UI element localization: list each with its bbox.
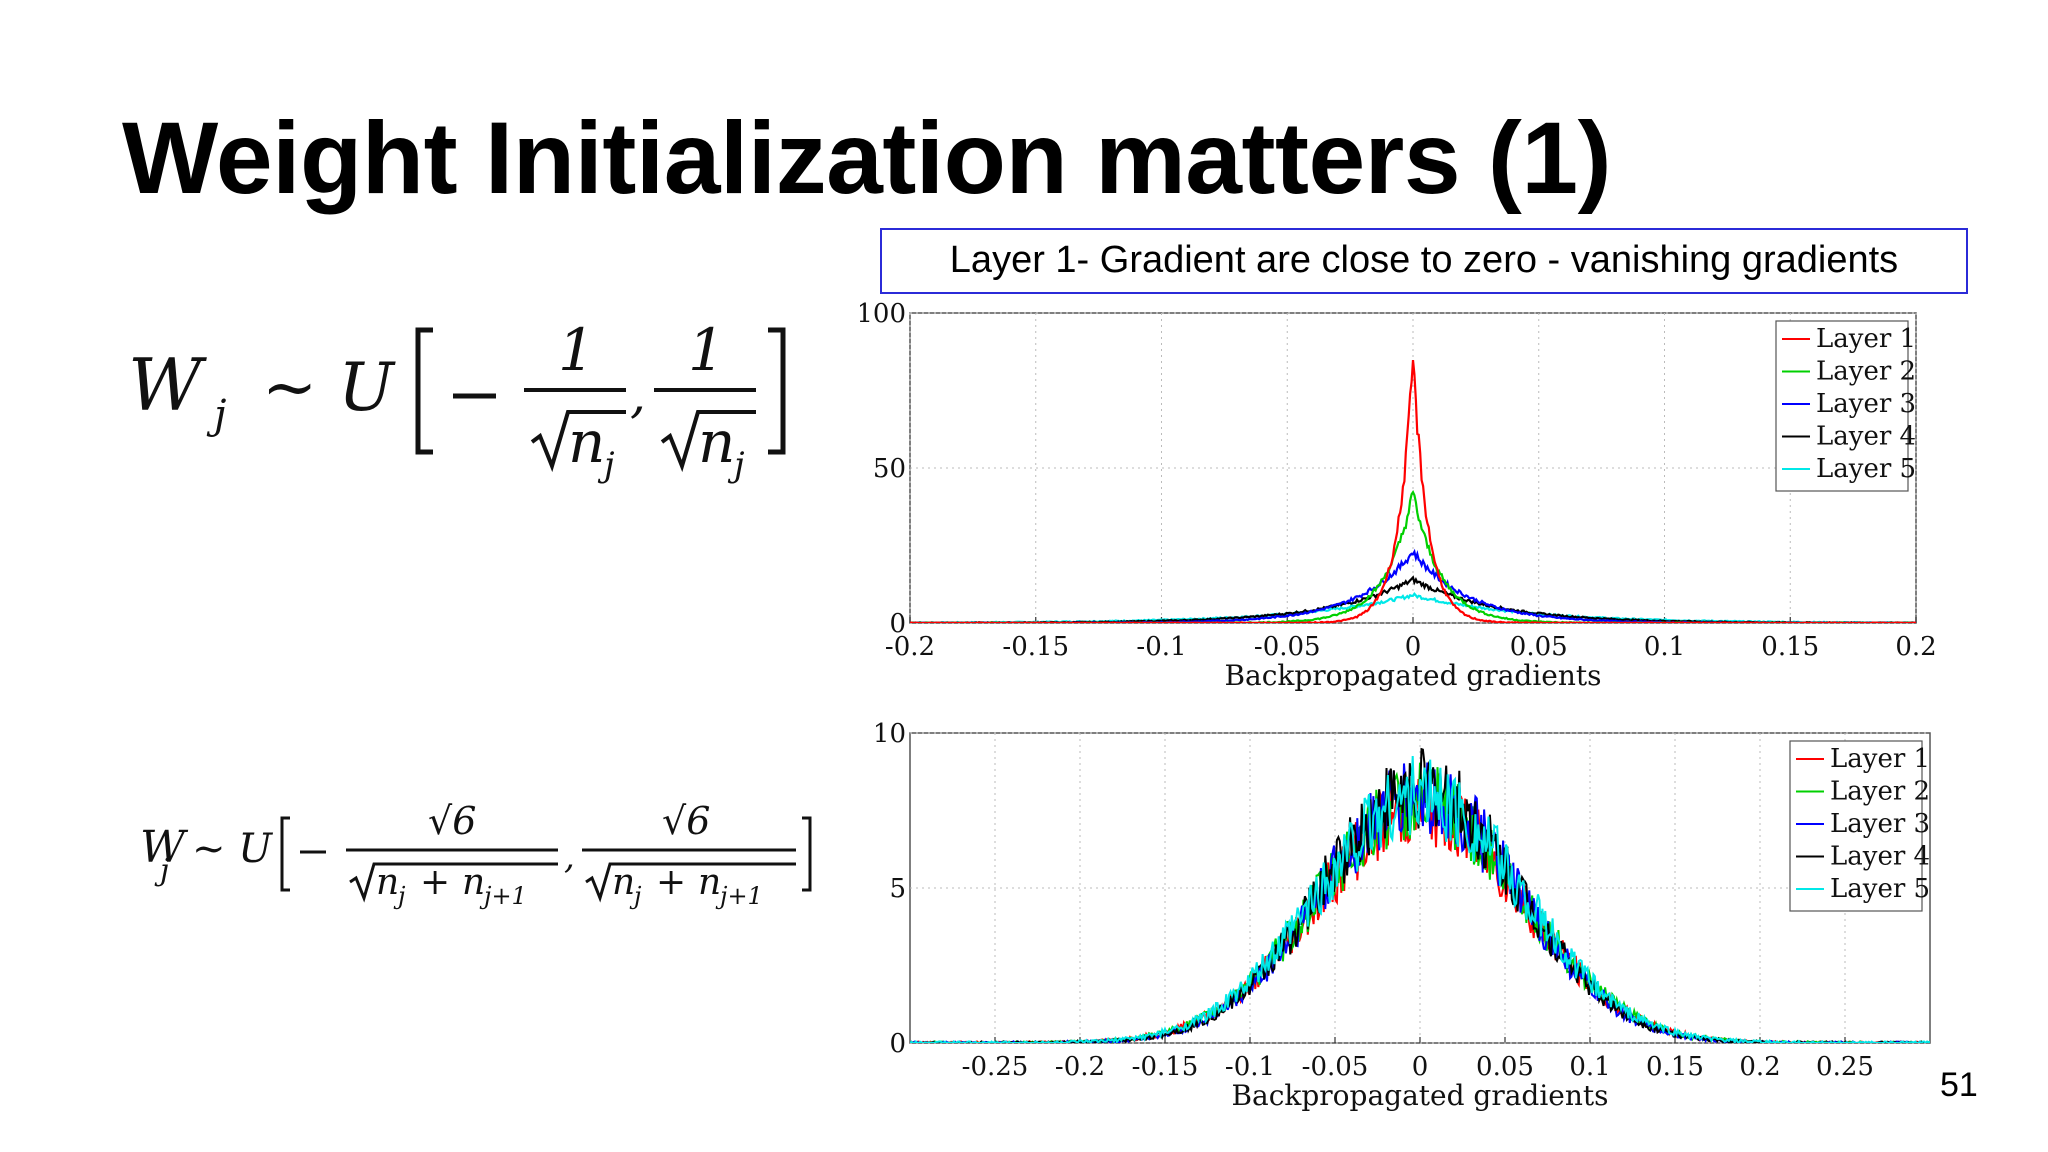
- x-tick-label: 0: [1405, 632, 1422, 662]
- x-tick-label: -0.1: [1136, 632, 1186, 662]
- legend-label: Layer 5: [1816, 454, 1916, 484]
- formula-uniform-standard: W j ~ U 1 n j , 1 n j: [128, 300, 828, 500]
- series-line-layer-5: [910, 755, 1930, 1043]
- formula-bottom-lhs: W: [140, 822, 189, 873]
- chart-bottom-gradients: -0.25 -0.2 -0.15 -0.1 -0.05 0 0.05 0.1 0.15 0.2 0.…: [873, 719, 1931, 1112]
- x-tick-label: -0.2: [885, 632, 935, 662]
- formula-bottom-num2: √6: [662, 799, 710, 843]
- slide-title: Weight Initialization matters (1): [122, 101, 1612, 215]
- legend-label: Layer 2: [1816, 357, 1916, 387]
- x-tick-label: 0.2: [1895, 632, 1936, 662]
- legend-label: Layer 1: [1816, 324, 1916, 354]
- formula-bottom-op: ~ U: [192, 826, 273, 872]
- formula-bottom-den1b-sub: j+1: [479, 882, 527, 910]
- x-axis-label: Backpropagated gradients: [1224, 659, 1601, 692]
- x-tick-label: 0: [1412, 1052, 1429, 1082]
- formula-top-num2: 1: [688, 316, 725, 384]
- y-tick-label: 0: [889, 609, 906, 639]
- x-tick-label: 0.25: [1816, 1052, 1874, 1082]
- y-tick-label: 0: [889, 1029, 906, 1059]
- formula-bottom-den2a: n: [612, 862, 635, 903]
- x-tick-label: -0.15: [1132, 1052, 1199, 1082]
- y-tick-label: 5: [889, 874, 906, 904]
- chart-top-gradients: -0.2 -0.15 -0.1 -0.05 0 0.05 0.1 0.15 0.2 0 50 100 B…: [860, 299, 1937, 692]
- legend-label: Layer 3: [1816, 389, 1916, 419]
- x-tick-label: 0.2: [1739, 1052, 1780, 1082]
- legend-box: [1775, 320, 1909, 492]
- page-number-mask: [1880, 1060, 1940, 1110]
- legend-box: [1789, 740, 1923, 912]
- y-tick-label: 50: [873, 454, 906, 484]
- legend-label: Layer 4: [1816, 422, 1916, 452]
- formula-top-lhs: W: [128, 343, 207, 427]
- y-tick-label: 10: [873, 719, 906, 749]
- x-tick-label: -0.05: [1302, 1052, 1369, 1082]
- x-tick-label: 0.15: [1646, 1052, 1704, 1082]
- x-tick-label: -0.2: [1055, 1052, 1105, 1082]
- x-tick-label: 0.05: [1510, 632, 1568, 662]
- formula-bottom-plus1: +: [420, 862, 450, 903]
- x-tick-label: -0.25: [962, 1052, 1029, 1082]
- x-axis-label: Backpropagated gradients: [1231, 1079, 1608, 1112]
- formula-top-den1: n: [568, 408, 605, 476]
- y-tick-label: 100: [860, 299, 906, 329]
- x-tick-label: 0.1: [1644, 632, 1685, 662]
- series-line-layer-1: [910, 359, 1916, 623]
- formula-uniform-xavier: W j ~ U √6 n j + n j+1 , √6 n j + n j+1: [140, 790, 840, 920]
- formula-bottom-num1: √6: [428, 799, 476, 843]
- legend-label: Layer 2: [1830, 777, 1930, 807]
- legend-label: Layer 1: [1830, 744, 1930, 774]
- svg-text:,: ,: [564, 837, 575, 877]
- x-tick-label: 0.1: [1569, 1052, 1610, 1082]
- formula-top-num1: 1: [558, 316, 595, 384]
- legend-label: Layer 5: [1830, 874, 1930, 904]
- formula-top-sub: j: [206, 392, 226, 438]
- vanishing-gradient-callout: Layer 1- Gradient are close to zero - va…: [880, 228, 1968, 294]
- formula-bottom-den2b: n: [698, 862, 721, 903]
- x-tick-label: 0.05: [1476, 1052, 1534, 1082]
- legend-label: Layer 4: [1830, 842, 1930, 872]
- x-tick-label: 0.15: [1761, 632, 1819, 662]
- formula-bottom-den1a: n: [376, 862, 399, 903]
- x-tick-label: -0.15: [1002, 632, 1069, 662]
- formula-top-op: ~ U: [262, 349, 396, 426]
- formula-top-den2: n: [698, 408, 735, 476]
- page-number: 51: [1940, 1066, 1978, 1104]
- formula-bottom-plus2: +: [656, 862, 686, 903]
- svg-text:,: ,: [630, 366, 646, 424]
- legend-label: Layer 3: [1830, 809, 1930, 839]
- x-tick-label: -0.1: [1225, 1052, 1275, 1082]
- x-tick-label: -0.05: [1254, 632, 1321, 662]
- formula-bottom-den1b: n: [462, 862, 485, 903]
- formula-bottom-den2b-sub: j+1: [715, 882, 763, 910]
